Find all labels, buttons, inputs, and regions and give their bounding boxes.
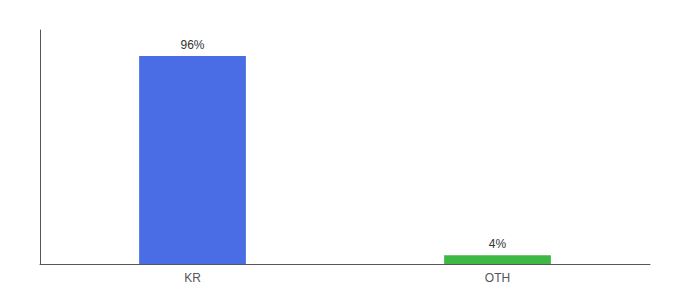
svg-text:KR: KR	[184, 271, 201, 285]
svg-text:4%: 4%	[489, 237, 507, 251]
svg-text:OTH: OTH	[485, 271, 510, 285]
svg-text:96%: 96%	[180, 38, 204, 52]
